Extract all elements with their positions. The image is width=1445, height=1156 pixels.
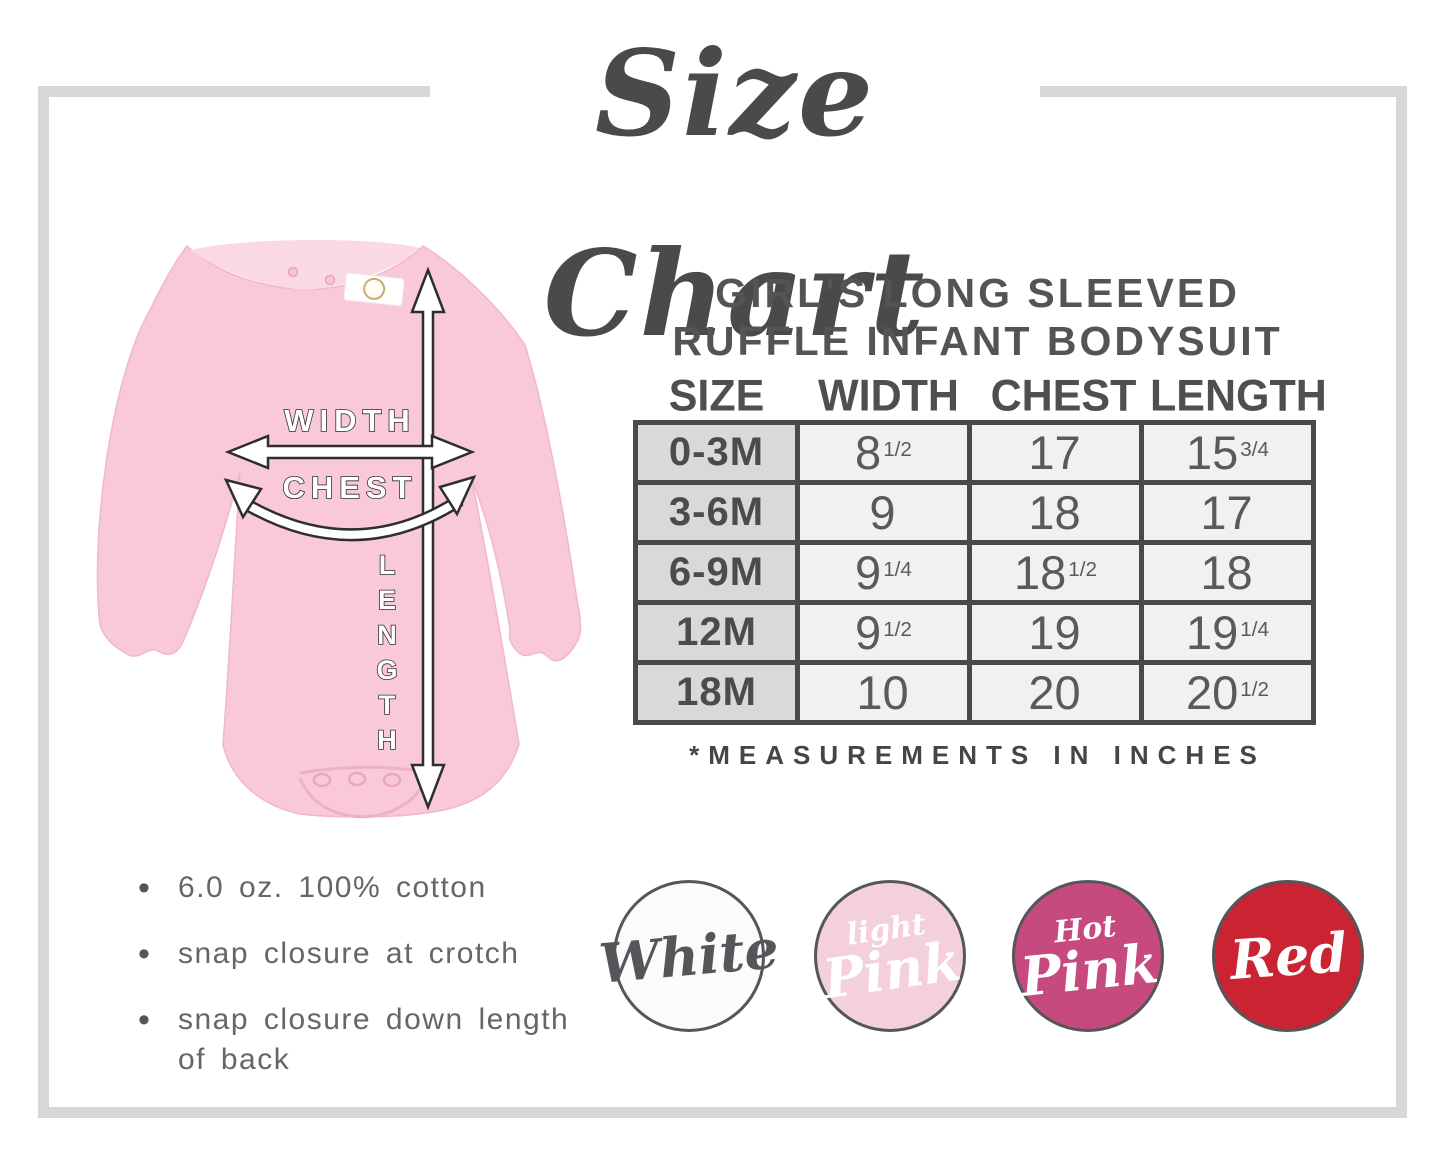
width-measure-label: WIDTH xyxy=(283,402,416,439)
length-cell: 153/4 xyxy=(1139,420,1316,485)
chest-cell: 19 xyxy=(967,600,1144,665)
width-cell: 91/4 xyxy=(795,540,972,605)
table-row: 18M 10 20 201/2 xyxy=(633,660,1316,725)
length-cell: 18 xyxy=(1139,540,1316,605)
table-row: 6-9M 91/4 181/2 18 xyxy=(633,540,1316,605)
product-heading-line2: RUFFLE INFANT BODYSUIT xyxy=(672,317,1283,364)
swatch-label: Pink xyxy=(1017,930,1162,1009)
length-cell: 201/2 xyxy=(1139,660,1316,725)
page-title: Size Chart xyxy=(430,0,1040,363)
table-row: 3-6M 9 18 17 xyxy=(633,480,1316,545)
width-cell: 91/2 xyxy=(795,600,972,665)
chest-cell: 18 xyxy=(967,480,1144,545)
col-header-size: SIZE xyxy=(668,371,765,421)
size-table: 0-3M 81/2 17 153/4 3-6M 9 18 17 6-9M 91/… xyxy=(633,420,1316,725)
length-cell: 191/4 xyxy=(1139,600,1316,665)
col-header-width: WIDTH xyxy=(818,371,959,421)
chest-cell: 181/2 xyxy=(967,540,1144,605)
width-cell: 10 xyxy=(795,660,972,725)
product-heading-line1: GIRL'S LONG SLEEVED xyxy=(715,270,1240,316)
feature-item: snap closure down length of back xyxy=(138,998,590,1080)
size-cell: 6-9M xyxy=(633,540,800,605)
feature-item: 6.0 oz. 100% cotton xyxy=(138,866,590,911)
swatch-label: Pink xyxy=(819,928,965,1011)
width-cell: 9 xyxy=(795,480,972,545)
table-row: 0-3M 81/2 17 153/4 xyxy=(633,420,1316,485)
color-swatch-light-pink: light Pink xyxy=(814,880,966,1032)
size-cell: 12M xyxy=(633,600,800,665)
width-cell: 81/2 xyxy=(795,420,972,485)
color-swatch-white: White xyxy=(597,880,781,1032)
color-swatch-hot-pink: Hot Pink xyxy=(1012,880,1164,1032)
size-cell: 0-3M xyxy=(633,420,800,485)
length-measure-label: LENGTH xyxy=(371,549,403,761)
swatch-label: White xyxy=(596,916,782,996)
size-cell: 3-6M xyxy=(633,480,800,545)
measurements-note: *MEASUREMENTS IN INCHES xyxy=(689,740,1266,770)
chest-cell: 17 xyxy=(967,420,1144,485)
col-header-chest: CHEST xyxy=(990,371,1137,421)
col-header-length: LENGTH xyxy=(1150,371,1327,421)
product-heading: GIRL'S LONG SLEEVED RUFFLE INFANT BODYSU… xyxy=(620,270,1335,366)
swatch-label: Red xyxy=(1227,919,1349,993)
color-swatch-red: Red xyxy=(1212,880,1364,1032)
size-cell: 18M xyxy=(633,660,800,725)
table-column-headers: SIZE WIDTH CHEST LENGTH xyxy=(633,371,1327,421)
length-cell: 17 xyxy=(1139,480,1316,545)
feature-list: 6.0 oz. 100% cotton snap closure at crot… xyxy=(138,866,590,1106)
chest-cell: 20 xyxy=(967,660,1144,725)
table-row: 12M 91/2 19 191/4 xyxy=(633,600,1316,665)
chest-measure-label: CHEST xyxy=(282,469,418,506)
feature-item: snap closure at crotch xyxy=(138,932,590,977)
